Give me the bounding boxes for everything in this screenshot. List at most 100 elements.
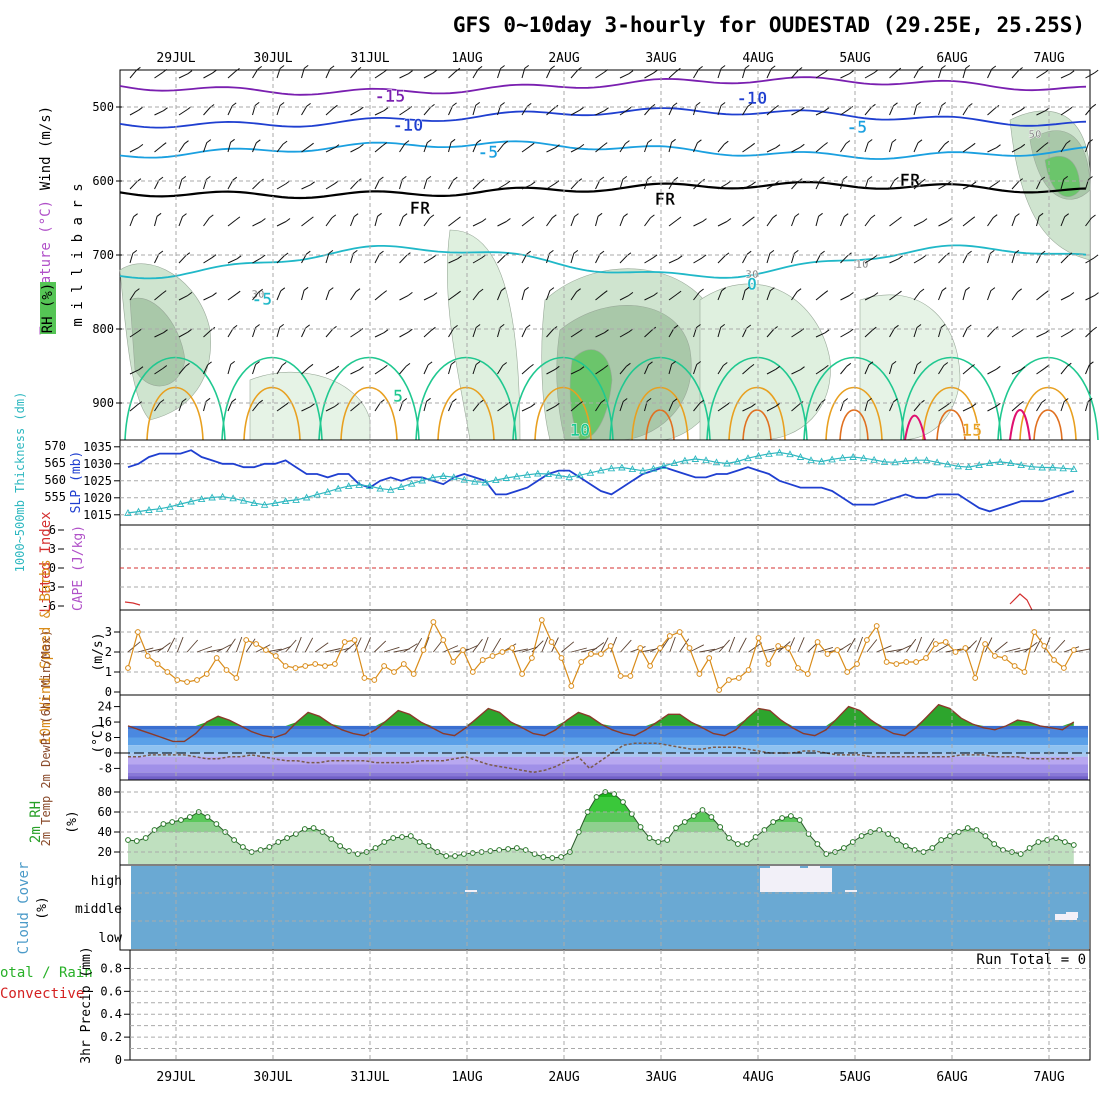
upper-wind-barb: [301, 68, 305, 79]
cloud-level-label: middle: [75, 902, 122, 917]
upper-wind-barb-flag: [940, 323, 946, 328]
upper-wind-barb: [619, 143, 626, 153]
upper-wind-barb-flag: [452, 102, 457, 107]
upper-wind-barb-flag: [554, 402, 560, 407]
y-tick-label: 2: [105, 645, 112, 659]
wind10m-point: [548, 639, 555, 645]
upper-wind-barb-flag: [429, 214, 435, 219]
wind10m-point: [814, 639, 821, 645]
wind10m-barb: [984, 637, 993, 653]
wind10m-point: [203, 671, 210, 677]
upper-wind-barb: [546, 107, 555, 116]
wind10m-point: [509, 645, 516, 651]
upper-wind-barb: [766, 253, 771, 264]
upper-wind-barb-flag: [842, 175, 848, 180]
upper-wind-barb-flag: [823, 142, 828, 146]
upper-wind-barb: [276, 221, 287, 227]
upper-wind-barb: [497, 68, 502, 79]
upper-wind-barb-flag: [305, 250, 311, 255]
wind10m-panel: 3 2 1 0 10m Wind Speed & Barbs (m/s): [38, 559, 1091, 745]
upper-wind-barb-flag: [600, 399, 606, 404]
upper-wind-barb: [1036, 332, 1046, 338]
wind10m-barb: [581, 647, 597, 653]
upper-wind-barb-flag: [310, 181, 315, 186]
upper-wind-barb-flag: [481, 218, 487, 223]
rh2m-point: [522, 847, 529, 853]
upper-wind-barb: [1011, 70, 1019, 79]
wind10m-barb: [590, 642, 605, 653]
rh2m-point: [1017, 851, 1024, 857]
date-label-bottom: 1AUG: [451, 1070, 482, 1085]
upper-wind-barb-flag: [1066, 140, 1071, 144]
upper-wind-barb-flag: [843, 213, 849, 218]
upper-wind-barb: [693, 364, 698, 375]
thickness-point: [1059, 464, 1067, 472]
upper-wind-barb-flag: [549, 249, 554, 254]
upper-wind-barb: [742, 219, 751, 227]
upper-wind-barb-flag: [604, 329, 609, 334]
upper-wind-barb: [717, 255, 726, 264]
y-tick-label: 24: [98, 700, 112, 714]
upper-wind-barb: [374, 145, 384, 153]
wind10m-point: [460, 647, 466, 653]
thickness-point: [397, 483, 405, 490]
upper-wind-barb-flag: [432, 69, 438, 74]
wind10m-barb: [443, 645, 459, 653]
wind10m-point: [982, 641, 988, 647]
contour-label: 0: [747, 275, 757, 295]
upper-wind-barb: [815, 216, 820, 227]
upper-wind-barb: [1060, 73, 1071, 79]
thickness-point: [639, 466, 647, 474]
ua-ylabel-wind: Wind (m/s): [38, 106, 54, 190]
upper-wind-barb: [350, 404, 359, 412]
isotherm-minus5: [119, 140, 1087, 160]
upper-wind-barb-flag: [261, 218, 266, 222]
upper-wind-barb: [644, 217, 651, 227]
upper-wind-barb-flag: [873, 292, 879, 297]
top-date-axis: 29JUL 30JUL 31JUL 1AUG 2AUG 3AUG 4AUG 5AUG 6AUG 7…: [156, 51, 1064, 66]
upper-wind-barb-flag: [819, 176, 825, 181]
chart-title: GFS 0~10day 3-hourly for OUDESTAD (29.25…: [453, 13, 1085, 37]
rh2m-point: [540, 854, 547, 860]
upper-wind-barb-flag: [628, 328, 634, 333]
upper-wind-barb-flag: [996, 144, 1001, 149]
upper-wind-barb: [227, 71, 236, 79]
upper-wind-barb: [938, 365, 945, 375]
upper-wind-barb-flag: [432, 292, 438, 297]
upper-wind-barb-flag: [382, 69, 388, 73]
upper-wind-barb-flag: [744, 286, 750, 291]
upper-wind-barb-flag: [747, 103, 753, 107]
wind10m-barb: [797, 637, 805, 653]
upper-wind-barb: [178, 294, 189, 301]
rh2m-point: [266, 844, 273, 850]
rh-shading-region: [859, 294, 961, 441]
upper-wind-barb: [129, 253, 134, 264]
y-tick-label: 60: [98, 805, 112, 819]
wind10m-point: [834, 647, 841, 653]
wind10m-barb: [413, 637, 423, 653]
upper-wind-barb-flag: [426, 175, 432, 180]
upper-wind-barb: [252, 221, 262, 227]
rh2m-point: [372, 845, 379, 851]
wind10m-barb: [472, 638, 483, 653]
upper-wind-barb: [521, 253, 528, 264]
upper-wind-barb-flag: [187, 328, 193, 333]
upper-wind-barb-flag: [966, 324, 972, 329]
rh-shading-region: [1044, 155, 1081, 197]
upper-wind-barb: [668, 142, 673, 153]
upper-wind-barb: [154, 332, 164, 338]
upper-wind-barb: [742, 184, 752, 190]
wind10m-barb: [541, 637, 549, 653]
upper-wind-barb-flag: [746, 324, 752, 329]
wind10m-point: [292, 665, 299, 671]
thickness-point: [723, 459, 731, 467]
cloud-clear-patch: [845, 890, 857, 892]
upper-wind-barb: [203, 295, 213, 301]
thickness-point: [1027, 462, 1036, 470]
wind10m-barb: [935, 643, 950, 653]
y-tick-label: 900: [92, 396, 114, 410]
wind10m-point: [538, 617, 545, 623]
upper-wind-barb-flag: [701, 254, 707, 259]
wind10m-point: [1001, 655, 1008, 661]
rh2m-point: [620, 799, 626, 805]
